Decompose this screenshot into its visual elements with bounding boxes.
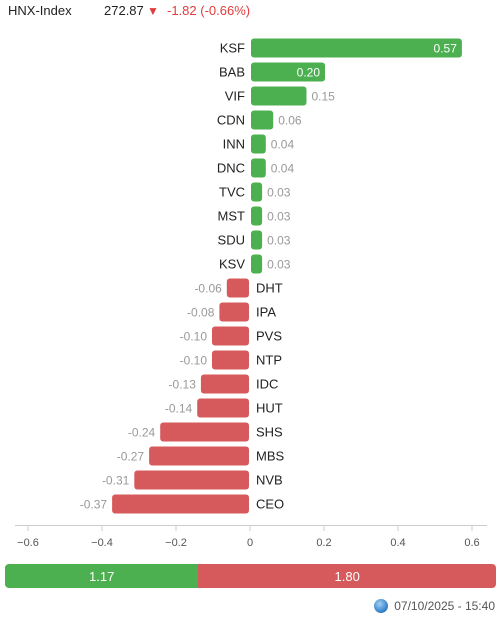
bar-mst[interactable] (251, 206, 263, 226)
bar-tvc[interactable] (251, 182, 263, 202)
value-label: -0.37 (80, 498, 108, 512)
bar-nvb[interactable] (134, 470, 249, 490)
down-arrow-icon: ▼ (147, 4, 159, 18)
summary-up-value: 1.17 (89, 568, 115, 584)
category-label: KSF (220, 41, 245, 56)
bar-idc[interactable] (200, 374, 249, 394)
bar-mbs[interactable] (149, 446, 249, 466)
summary-down-value: 1.80 (334, 568, 360, 584)
category-label: CDN (217, 113, 245, 128)
x-tick-label: −0.6 (17, 537, 39, 549)
x-tick-label: 0.4 (390, 537, 405, 549)
value-label: -0.14 (165, 402, 193, 416)
bars-group: KSF 0.57 BAB 0.20 VIF 0.15 CDN 0.06 INN 0.04 DNC 0.… (80, 38, 462, 514)
bar-ipa[interactable] (219, 302, 249, 322)
summary-down-segment: 1.80 (198, 564, 496, 588)
bar-bab[interactable] (251, 62, 325, 82)
bar-ceo[interactable] (112, 494, 249, 514)
bar-ntp[interactable] (212, 350, 249, 370)
bar-dht[interactable] (226, 278, 249, 298)
value-label: -0.24 (128, 426, 156, 440)
category-label: SHS (256, 425, 283, 440)
category-label: HUT (256, 401, 283, 416)
value-label: -0.27 (117, 450, 145, 464)
category-label: PVS (256, 329, 282, 344)
value-label: 0.03 (267, 210, 291, 224)
value-label: -0.31 (102, 474, 130, 488)
value-label: 0.03 (267, 258, 291, 272)
category-label: TVC (219, 185, 245, 200)
summary-bar: 1.17 1.80 (5, 564, 496, 588)
value-label: -0.08 (187, 306, 215, 320)
category-label: SDU (218, 233, 245, 248)
value-label: 0.03 (267, 186, 291, 200)
value-label: -0.10 (180, 330, 208, 344)
bar-pvs[interactable] (212, 326, 249, 346)
bar-shs[interactable] (160, 422, 249, 442)
bar-sdu[interactable] (251, 230, 263, 250)
category-label: MBS (256, 449, 285, 464)
bar-ksv[interactable] (251, 254, 263, 274)
bar-hut[interactable] (197, 398, 249, 418)
bar-cdn[interactable] (251, 110, 274, 130)
bar-inn[interactable] (251, 134, 266, 154)
value-label: 0.04 (271, 162, 295, 176)
x-tick-label: 0.6 (464, 537, 479, 549)
bar-ksf[interactable] (251, 38, 462, 58)
summary-up-segment: 1.17 (5, 564, 199, 588)
value-label: 0.06 (278, 114, 302, 128)
globe-icon (374, 599, 389, 613)
bar-dnc[interactable] (251, 158, 266, 178)
index-value: 272.87 (104, 3, 144, 18)
category-label: INN (223, 137, 245, 152)
category-label: VIF (225, 89, 245, 104)
value-label: 0.04 (271, 138, 295, 152)
x-tick-label: 0 (247, 537, 253, 549)
index-name: HNX-Index (8, 3, 72, 18)
category-label: IDC (256, 377, 278, 392)
category-label: DHT (256, 281, 283, 296)
category-label: KSV (219, 257, 245, 272)
value-label: -0.06 (194, 282, 222, 296)
x-tick-label: −0.2 (165, 537, 187, 549)
value-label: -0.10 (180, 354, 208, 368)
timestamp: 07/10/2025 - 15:40 (394, 599, 495, 613)
value-label: 0.15 (312, 90, 336, 104)
category-label: BAB (219, 65, 245, 80)
category-label: DNC (217, 161, 245, 176)
category-label: MST (218, 209, 246, 224)
category-label: CEO (256, 497, 284, 512)
category-label: NTP (256, 353, 282, 368)
x-tick-label: −0.4 (91, 537, 113, 549)
value-label: 0.03 (267, 234, 291, 248)
value-label: 0.57 (434, 42, 458, 56)
category-label: NVB (256, 473, 283, 488)
value-label: -0.13 (169, 378, 197, 392)
bar-vif[interactable] (251, 86, 307, 106)
footer: 07/10/2025 - 15:40 (374, 599, 495, 613)
x-tick-label: 0.2 (316, 537, 331, 549)
category-label: IPA (256, 305, 276, 320)
x-axis: −0.6 −0.4 −0.2 0 0.2 0.4 0.6 (15, 525, 487, 549)
value-label: 0.20 (297, 66, 321, 80)
index-change: -1.82 (-0.66%) (167, 3, 251, 18)
